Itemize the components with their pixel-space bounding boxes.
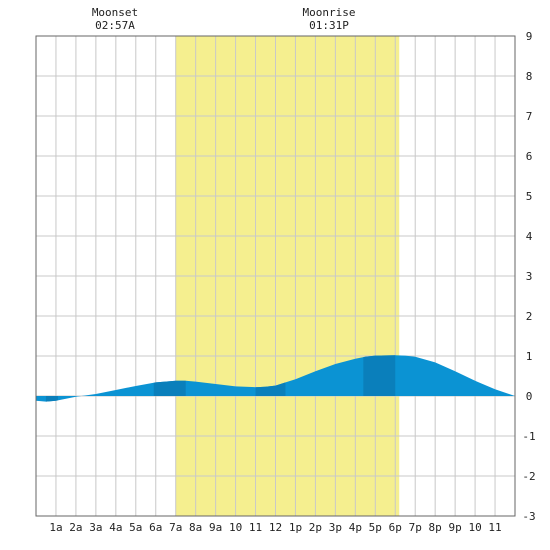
plot-frame xyxy=(35,35,516,517)
moonset-time: 02:57A xyxy=(95,19,135,32)
y-tick-label: 9 xyxy=(526,30,533,43)
x-tick-label: 5a xyxy=(129,521,142,534)
x-tick-label: 8p xyxy=(429,521,442,534)
x-tick-label: 11 xyxy=(488,521,501,534)
y-tick-label: 5 xyxy=(526,190,533,203)
x-tick-label: 9a xyxy=(209,521,222,534)
moonrise-label: Moonrise xyxy=(303,6,356,19)
x-tick-label: 8a xyxy=(189,521,202,534)
x-tick-label: 1p xyxy=(289,521,302,534)
x-tick-label: 11 xyxy=(249,521,262,534)
y-tick-label: -1 xyxy=(522,430,535,443)
x-tick-label: 10 xyxy=(229,521,242,534)
y-tick-label: 4 xyxy=(526,230,533,243)
x-tick-label: 2p xyxy=(309,521,322,534)
x-tick-label: 7p xyxy=(409,521,422,534)
x-tick-label: 9p xyxy=(449,521,462,534)
gridlines xyxy=(36,35,515,517)
x-tick-label: 6a xyxy=(149,521,162,534)
x-tick-label: 3a xyxy=(89,521,102,534)
y-tick-label: 1 xyxy=(526,350,533,363)
x-tick-label: 1a xyxy=(49,521,62,534)
x-tick-label: 2a xyxy=(69,521,82,534)
x-tick-label: 12 xyxy=(269,521,282,534)
x-tick-label: 6p xyxy=(389,521,402,534)
y-tick-label: 0 xyxy=(526,390,533,403)
x-tick-label: 10 xyxy=(468,521,481,534)
x-axis-ticks: 1a 2a 3a 4a 5a 6a 7a 8a 9a 10 11 12 1p 2p 3p 4p 5p 6p 7p 8p… xyxy=(49,521,501,534)
y-tick-label: 6 xyxy=(526,150,533,163)
y-tick-label: 3 xyxy=(526,270,533,283)
x-tick-label: 3p xyxy=(329,521,342,534)
y-tick-label: 2 xyxy=(526,310,533,323)
x-tick-label: 7a xyxy=(169,521,182,534)
x-tick-label: 4p xyxy=(349,521,362,534)
moonset-label: Moonset xyxy=(92,6,138,19)
x-tick-label: 5p xyxy=(369,521,382,534)
y-tick-label: -3 xyxy=(522,510,535,523)
y-axis-ticks: 9 8 7 6 5 4 3 2 1 0 -1 -2 -3 xyxy=(522,30,535,523)
y-tick-label: 7 xyxy=(526,110,533,123)
tide-shade-band xyxy=(363,355,396,402)
y-tick-label: -2 xyxy=(522,470,535,483)
moonrise-time: 01:31P xyxy=(309,19,349,32)
x-tick-label: 4a xyxy=(109,521,122,534)
y-tick-label: 8 xyxy=(526,70,533,83)
